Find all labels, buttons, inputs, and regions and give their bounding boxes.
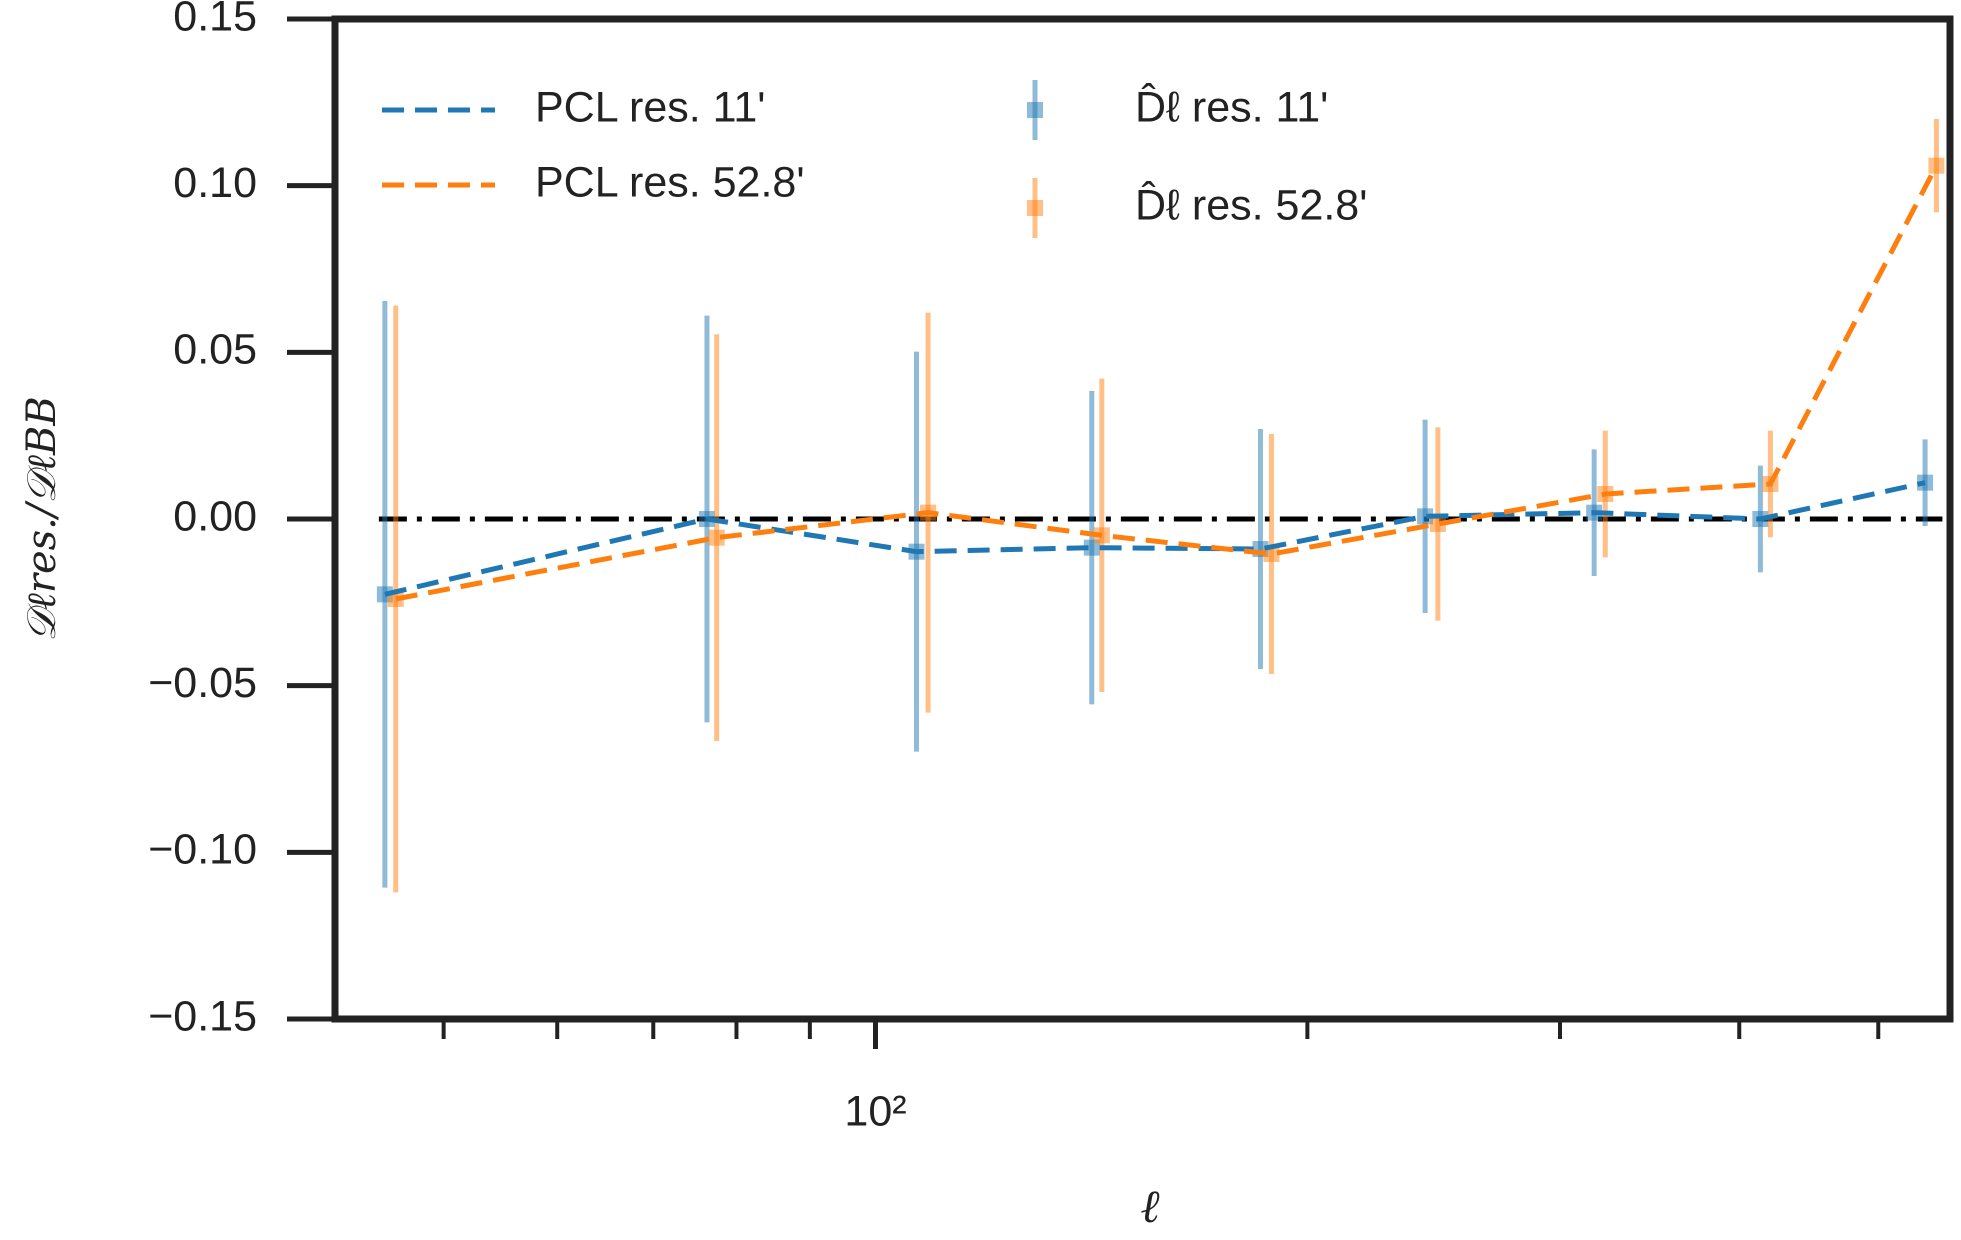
y-tick-label: 0.05	[173, 326, 257, 374]
y-tick-label: 0.00	[173, 492, 257, 540]
point-marker	[1417, 508, 1434, 525]
y-tick-label: −0.05	[148, 659, 257, 707]
series-line	[384, 480, 1926, 597]
series-line	[395, 164, 1939, 602]
point-marker	[1083, 539, 1100, 556]
x-tick-label: 10²	[844, 1087, 906, 1135]
legend-label: D̂ℓ res. 11'	[1135, 83, 1328, 131]
legend-label: PCL res. 11'	[535, 83, 765, 131]
legend-label: D̂ℓ res. 52.8'	[1135, 181, 1367, 229]
y-tick-label: −0.10	[148, 826, 257, 874]
plot-frame	[331, 15, 1954, 1023]
legend-marker	[1027, 102, 1043, 118]
y-axis-label: 𝒟ℓres./𝒟ℓBB	[19, 396, 65, 641]
y-tick-label: 0.15	[173, 0, 257, 40]
legend-marker	[1027, 200, 1043, 216]
legend-label: PCL res. 52.8'	[535, 158, 805, 206]
point-marker	[1429, 516, 1446, 532]
point-marker	[708, 529, 725, 546]
y-tick-label: 0.10	[173, 159, 257, 207]
x-axis-label: ℓ	[1140, 1179, 1160, 1233]
y-tick-label: −0.15	[148, 992, 257, 1040]
